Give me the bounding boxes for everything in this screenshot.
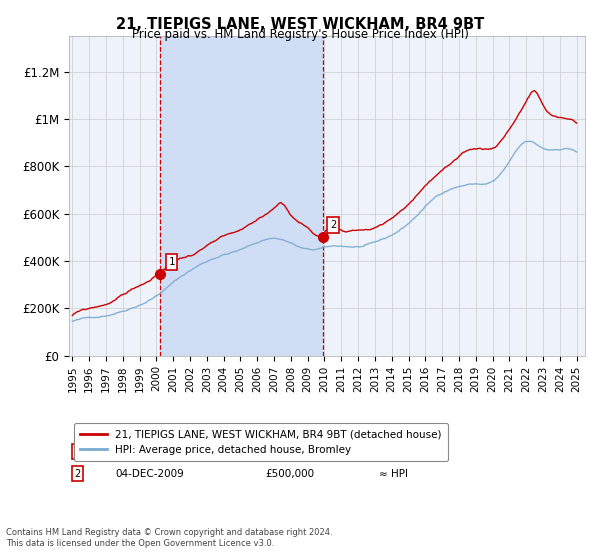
Text: 21, TIEPIGS LANE, WEST WICKHAM, BR4 9BT: 21, TIEPIGS LANE, WEST WICKHAM, BR4 9BT <box>116 17 484 32</box>
Text: 17-MAR-2000: 17-MAR-2000 <box>115 446 185 456</box>
Legend: 21, TIEPIGS LANE, WEST WICKHAM, BR4 9BT (detached house), HPI: Average price, de: 21, TIEPIGS LANE, WEST WICKHAM, BR4 9BT … <box>74 423 448 461</box>
Text: £343,000: £343,000 <box>265 446 314 456</box>
Text: ≈ HPI: ≈ HPI <box>379 469 407 479</box>
Text: 2: 2 <box>74 469 80 479</box>
Bar <box>160 36 323 356</box>
Text: Price paid vs. HM Land Registry's House Price Index (HPI): Price paid vs. HM Land Registry's House … <box>131 28 469 41</box>
Text: 1: 1 <box>169 257 175 267</box>
Text: 1: 1 <box>74 446 80 456</box>
Text: 04-DEC-2009: 04-DEC-2009 <box>115 469 184 479</box>
Text: 16% ↑ HPI: 16% ↑ HPI <box>379 446 434 456</box>
Text: 2: 2 <box>330 220 336 230</box>
Text: Contains HM Land Registry data © Crown copyright and database right 2024.
This d: Contains HM Land Registry data © Crown c… <box>6 528 332 548</box>
Text: £500,000: £500,000 <box>265 469 314 479</box>
